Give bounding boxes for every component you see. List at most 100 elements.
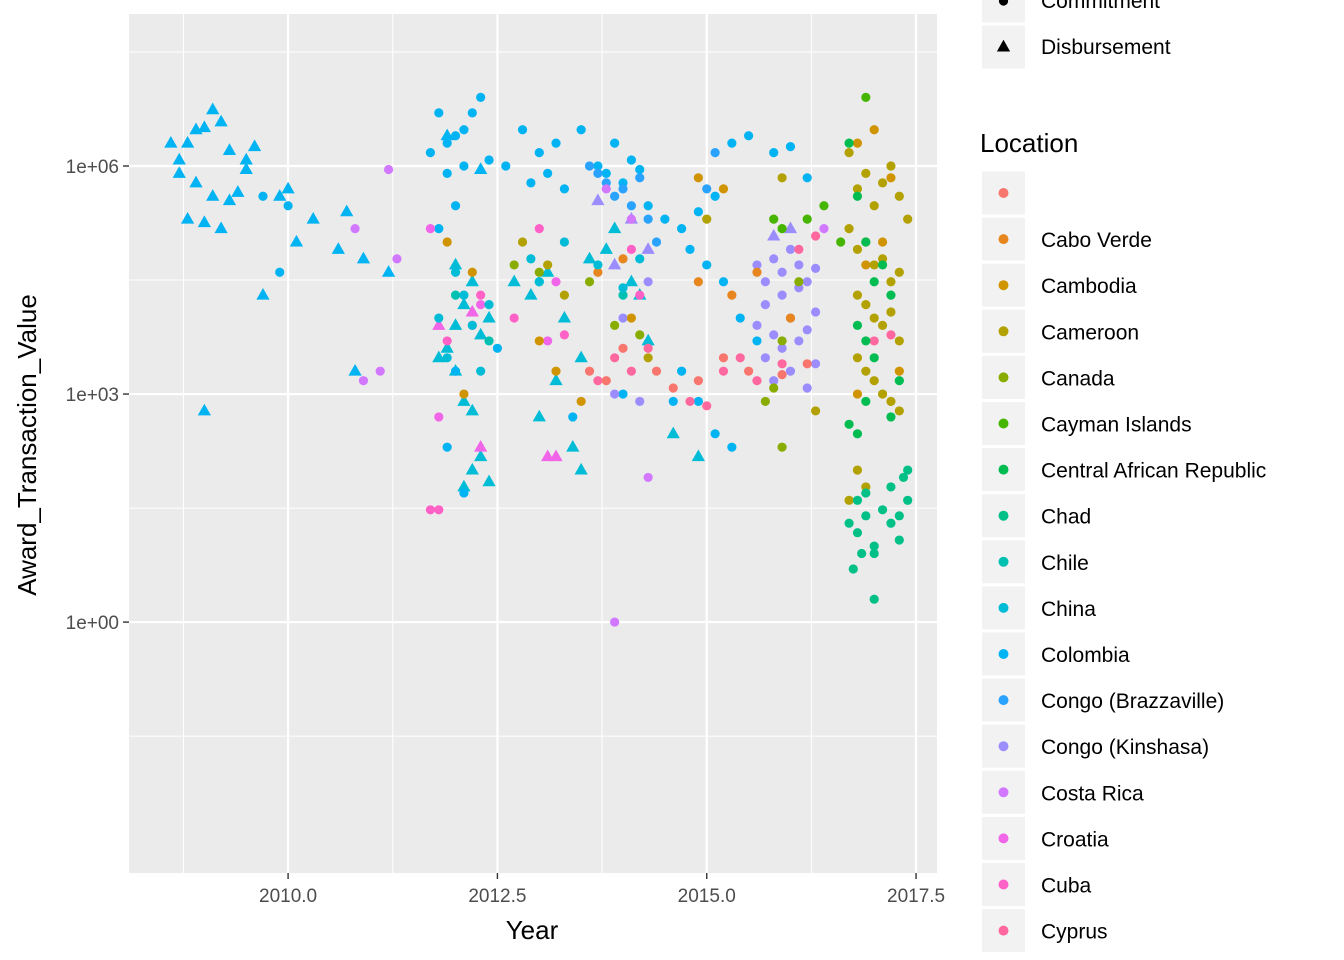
data-point-circle: [894, 366, 904, 376]
data-point-circle: [283, 201, 293, 211]
data-point-circle: [903, 495, 913, 505]
data-point-circle: [450, 366, 461, 376]
data-point-triangle: [566, 439, 580, 452]
data-point-circle: [886, 277, 896, 287]
data-point-triangle: [432, 318, 446, 330]
legend-label: Cayman Islands: [1041, 414, 1192, 437]
data-point-circle: [869, 260, 879, 270]
data-point-circle: [551, 366, 561, 376]
legend-label: Canada: [1041, 367, 1115, 390]
data-point-circle: [593, 260, 603, 270]
data-point-circle: [852, 191, 863, 201]
data-point-circle: [434, 505, 444, 515]
data-point-circle: [450, 131, 461, 141]
data-point-triangle: [222, 193, 237, 206]
data-point-circle: [848, 564, 858, 574]
data-point-triangle: [189, 175, 203, 188]
data-point-circle: [869, 594, 879, 604]
data-point-circle: [777, 336, 787, 346]
data-point-circle: [810, 307, 821, 317]
data-point-triangle: [231, 185, 245, 197]
y-axis-title: Award_Transaction_Value: [12, 294, 42, 596]
data-point-circle: [517, 125, 528, 135]
data-point-triangle: [608, 221, 622, 234]
data-point-circle: [534, 277, 544, 287]
data-point-triangle: [608, 257, 622, 270]
data-point-circle: [760, 277, 770, 287]
data-point-circle: [258, 191, 268, 201]
data-point-circle: [852, 290, 863, 300]
legend-color-dot: [998, 556, 1009, 567]
data-point-triangle: [222, 143, 237, 155]
data-point-circle: [769, 254, 779, 264]
legend-label: Cameroon: [1041, 321, 1139, 344]
data-point-circle: [810, 263, 821, 273]
data-point-circle: [635, 254, 645, 264]
data-point-circle: [727, 442, 737, 452]
data-point-circle: [593, 267, 603, 277]
legend-color-dot: [998, 741, 1009, 752]
data-point-circle: [526, 254, 536, 264]
data-point-circle: [383, 164, 394, 175]
data-point-circle: [551, 277, 561, 287]
data-point-triangle: [549, 373, 563, 386]
data-point-circle: [810, 231, 821, 241]
data-point-circle: [718, 353, 729, 363]
data-point-circle: [442, 442, 452, 452]
data-point-circle: [861, 260, 871, 270]
data-point-circle: [886, 161, 896, 171]
legend-color-dot: [998, 234, 1009, 245]
data-point-circle: [677, 224, 687, 234]
data-point-circle: [777, 359, 787, 369]
data-point-circle: [861, 168, 871, 178]
data-point-circle: [476, 366, 486, 376]
data-point-circle: [810, 406, 821, 416]
data-point-circle: [894, 535, 904, 545]
data-point-triangle: [532, 409, 546, 422]
data-point-triangle: [557, 310, 572, 323]
data-point-triangle: [197, 120, 211, 133]
data-point-circle: [476, 300, 486, 310]
data-point-circle: [727, 290, 737, 300]
data-point-circle: [618, 313, 628, 323]
data-point-circle: [777, 173, 787, 183]
legend-label: Chile: [1041, 552, 1089, 575]
data-point-circle: [450, 201, 461, 211]
data-point-circle: [710, 191, 720, 201]
data-point-triangle: [524, 287, 538, 300]
data-point-circle: [777, 370, 787, 380]
data-point-circle: [819, 224, 829, 234]
gridlines: [129, 14, 937, 873]
data-point-circle: [626, 155, 636, 165]
data-point-circle: [886, 330, 896, 340]
data-point-circle: [693, 277, 703, 287]
data-point-circle: [886, 173, 896, 183]
data-point-circle: [442, 168, 452, 178]
data-point-circle: [861, 396, 871, 407]
data-point-circle: [844, 224, 854, 234]
data-point-circle: [802, 359, 812, 369]
data-point-circle: [894, 511, 904, 521]
data-point-circle: [450, 267, 461, 277]
legend-label: Cuba: [1041, 875, 1092, 898]
data-point-triangle: [465, 462, 479, 475]
data-point-circle: [467, 320, 477, 331]
data-point-circle: [877, 320, 888, 331]
legend-label: Cambodia: [1041, 275, 1137, 298]
legend-color-dot: [998, 188, 1009, 198]
legend-color-dot: [998, 418, 1009, 429]
data-point-triangle: [239, 162, 253, 174]
data-point-circle: [760, 396, 770, 407]
data-point-circle: [752, 320, 762, 331]
data-point-circle: [442, 336, 452, 346]
data-point-circle: [534, 148, 544, 158]
legend-key: [982, 0, 1025, 23]
data-point-circle: [844, 419, 854, 429]
y-tick-label: 1e+00: [66, 613, 119, 634]
data-point-triangle: [239, 152, 253, 165]
data-point-circle: [744, 131, 754, 141]
data-point-circle: [559, 330, 569, 340]
data-point-circle: [769, 148, 779, 158]
data-point-circle: [442, 138, 452, 148]
